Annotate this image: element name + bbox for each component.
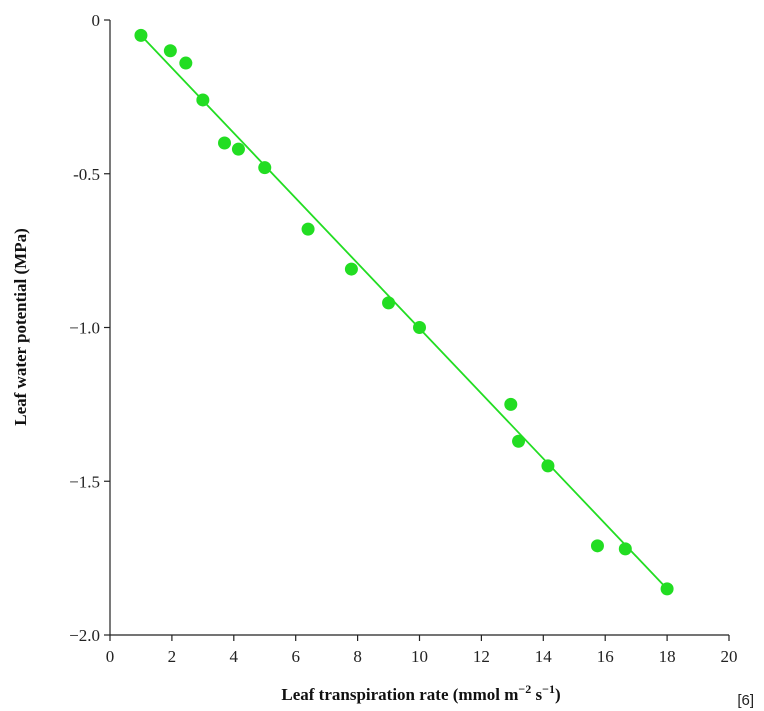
data-point [163,44,177,58]
y-tick-label: -0.5 [73,165,100,184]
x-tick-label: 20 [721,647,738,666]
data-points [134,28,674,596]
data-point [134,28,148,42]
y-axis-title: Leaf water potential (MPa) [11,228,30,426]
ticks: 0 2 4 6 8 10 12 14 16 18 20 0 -0.5 −1.0 −1.5 −2.0 [69,11,737,666]
data-point [590,539,604,553]
data-point [258,161,272,175]
regression-line [140,34,668,590]
y-tick-label: 0 [92,11,101,30]
data-point [541,459,555,473]
x-tick-label: 10 [411,647,428,666]
x-tick-label: 18 [659,647,676,666]
data-point [231,142,245,156]
y-tick-label: −1.5 [69,472,100,491]
data-point [618,542,632,556]
data-point [218,136,232,150]
x-tick-label: 14 [535,647,553,666]
reference-note: [6] [737,692,754,709]
x-tick-label: 4 [230,647,239,666]
x-tick-label: 8 [353,647,362,666]
x-tick-label: 0 [106,647,115,666]
fit-line-group [140,34,668,590]
data-point [382,296,396,310]
data-point [301,222,315,236]
x-tick-label: 16 [597,647,614,666]
y-tick-label: −1.0 [69,319,100,338]
x-tick-label: 12 [473,647,490,666]
data-point [344,262,358,276]
data-point [413,321,426,334]
x-tick-label: 2 [168,647,177,666]
data-point [504,397,518,411]
data-point [196,93,210,107]
x-tick-label: 6 [291,647,300,666]
data-point [660,582,674,596]
y-tick-label: −2.0 [69,626,100,645]
data-point [179,56,193,70]
data-point [512,434,526,448]
x-axis-title: Leaf transpiration rate (mmol m−2 s−1) [281,682,560,704]
